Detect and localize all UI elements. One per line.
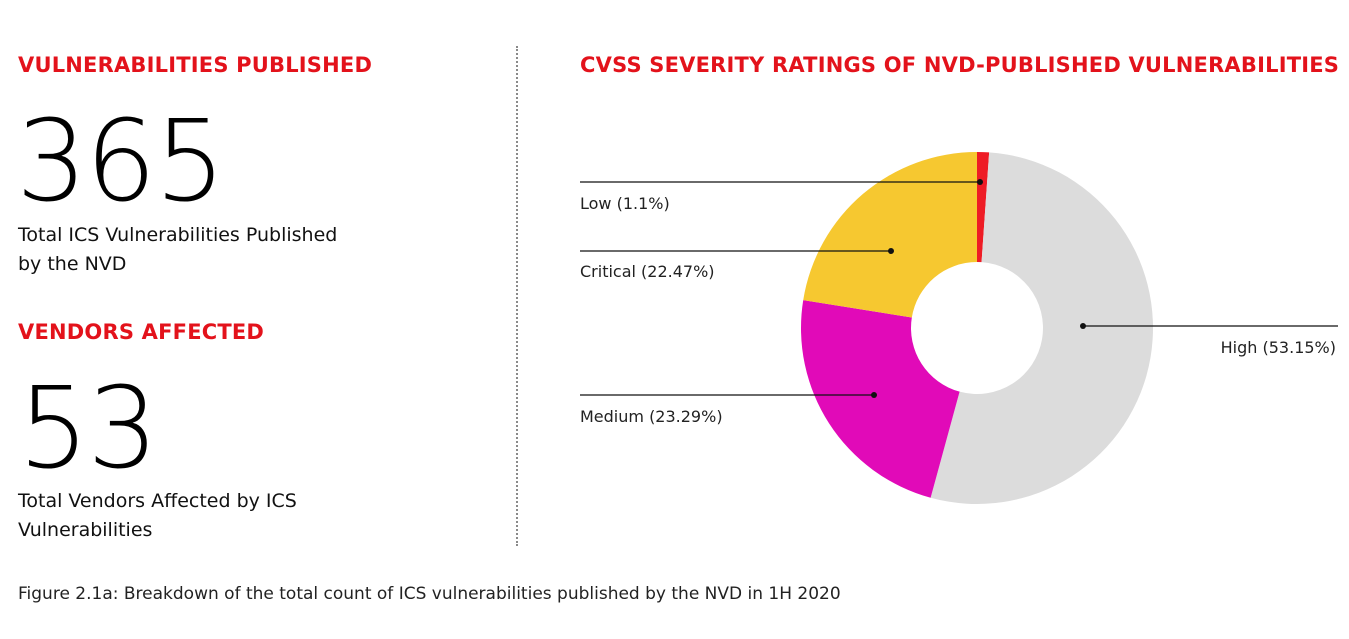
slice-label-medium: Medium (23.29%) xyxy=(580,407,723,426)
leader-dot-low xyxy=(977,179,983,185)
leader-dot-critical xyxy=(888,248,894,254)
vulnerabilities-count: 365 xyxy=(16,97,226,227)
vendors-heading: VENDORS AFFECTED xyxy=(18,320,265,344)
leader-dot-medium xyxy=(871,392,877,398)
slice-label-high: High (53.15%) xyxy=(1221,338,1336,357)
chart-title: CVSS SEVERITY RATINGS OF NVD-PUBLISHED V… xyxy=(580,53,1340,77)
slice-label-low: Low (1.1%) xyxy=(580,194,670,213)
leader-dot-high xyxy=(1080,323,1086,329)
vulnerabilities-heading: VULNERABILITIES PUBLISHED xyxy=(18,53,373,77)
donut-slice-critical xyxy=(803,152,977,318)
donut-slice-high xyxy=(930,152,1153,505)
vendors-count: 53 xyxy=(18,364,159,494)
vulnerabilities-description: Total ICS Vulnerabilities Published by t… xyxy=(18,221,337,279)
figure-caption: Figure 2.1a: Breakdown of the total coun… xyxy=(18,584,841,604)
vulnerabilities-desc-line-2: by the NVD xyxy=(18,253,127,275)
vendors-description: Total Vendors Affected by ICS Vulnerabil… xyxy=(18,487,297,545)
column-divider xyxy=(516,46,518,546)
vulnerabilities-desc-line-1: Total ICS Vulnerabilities Published xyxy=(18,224,338,246)
slice-label-critical: Critical (22.47%) xyxy=(580,262,715,281)
vendors-desc-line-1: Total Vendors Affected by ICS xyxy=(18,490,297,512)
vendors-desc-line-2: Vulnerabilities xyxy=(18,519,153,541)
donut-slice-medium xyxy=(801,300,960,498)
